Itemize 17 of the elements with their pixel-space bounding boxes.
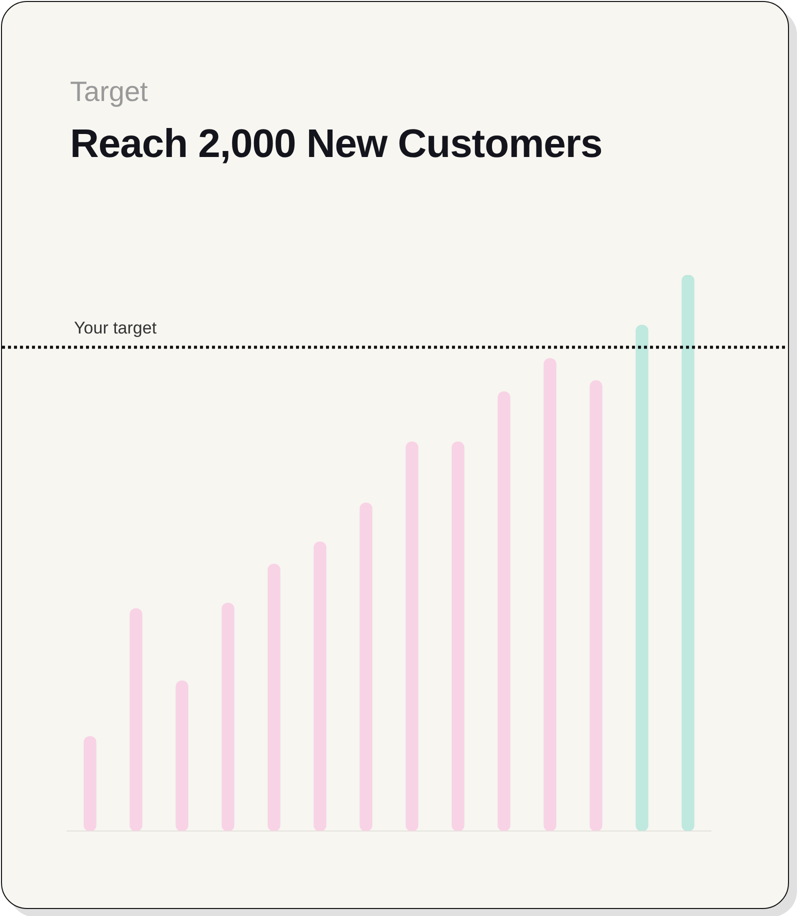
bar <box>130 608 142 831</box>
bar <box>360 502 372 831</box>
bar <box>314 542 326 831</box>
bar <box>636 324 648 831</box>
bar <box>84 736 96 831</box>
bar <box>682 275 694 831</box>
bar <box>268 564 280 831</box>
bar <box>222 602 234 831</box>
chart-subtitle: Target <box>70 76 148 108</box>
chart-title: Reach 2,000 New Customers <box>70 122 602 167</box>
ref-line-label: Your target <box>74 318 157 338</box>
bar <box>176 680 188 831</box>
bar <box>498 391 510 831</box>
bar <box>544 358 556 831</box>
bar <box>590 380 602 831</box>
bar <box>452 441 464 831</box>
bar <box>406 441 418 831</box>
